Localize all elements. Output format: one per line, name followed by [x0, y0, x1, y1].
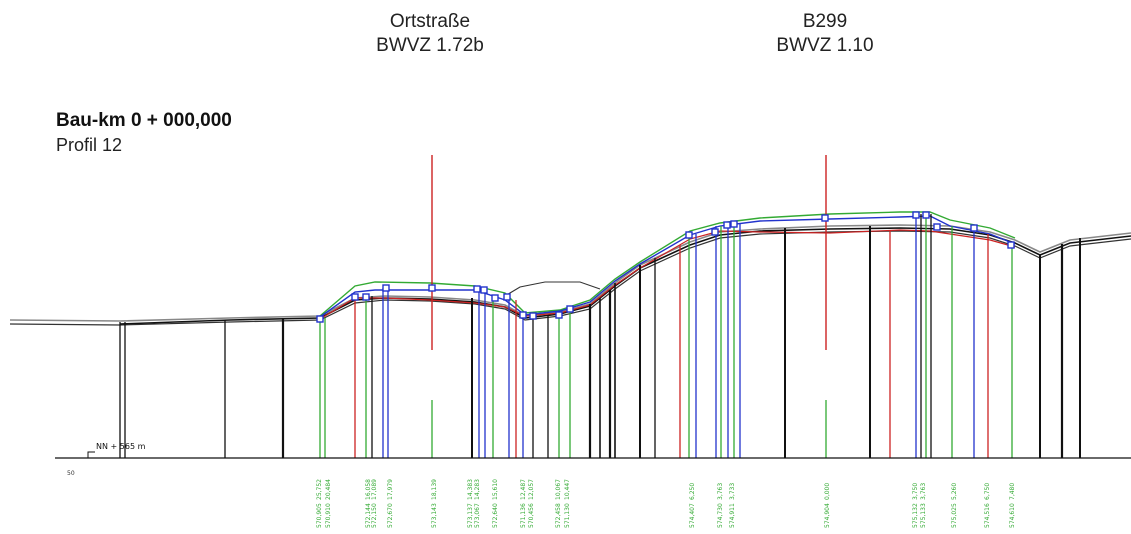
station-label-value-b: 570,910 — [325, 503, 332, 528]
station-label-value-b: 574,610 — [1009, 503, 1016, 528]
station-label-value-b: 573,137 — [467, 503, 474, 528]
station-label-value-a: 3,763 — [920, 483, 927, 500]
station-label-value-b: 573,067 — [474, 503, 481, 528]
point-marker — [821, 214, 829, 222]
station-label-value-b: 573,143 — [431, 503, 438, 528]
point-marker — [566, 305, 574, 313]
station-label-value-a: 14,283 — [474, 479, 481, 500]
point-marker — [428, 284, 436, 292]
scale-label: 50 — [67, 470, 75, 477]
datum-label: NN + 565 m — [96, 442, 146, 451]
point-marker — [912, 211, 920, 219]
point-marker — [555, 311, 563, 319]
profile-subtitle: Profil 12 — [56, 135, 123, 155]
point-marker — [529, 312, 537, 320]
header-ortstrasse: Ortstraße BWVZ 1.72b — [330, 10, 530, 58]
point-marker — [685, 231, 693, 239]
header-b299-name: B299 — [802, 11, 848, 32]
station-label-value-b: 572,458 — [555, 503, 562, 528]
point-marker — [933, 223, 941, 231]
station-label-value-a: 7,480 — [1009, 483, 1016, 500]
station-label-value-a: 10,067 — [555, 479, 562, 500]
station-label-value-b: 574,407 — [689, 503, 696, 528]
station-label-value-a: 3,750 — [912, 483, 919, 500]
station-label-value-b: 572,150 — [371, 503, 378, 528]
station-label-value-a: 25,752 — [316, 479, 323, 500]
header-ortstrasse-code: BWVZ 1.72b — [376, 35, 484, 56]
station-label-value-b: 574,911 — [729, 503, 736, 528]
point-marker — [473, 285, 481, 293]
profile-title: Bau-km 0 + 000,000 — [56, 110, 232, 131]
station-label-value-b: 570,456 — [528, 503, 535, 528]
station-label-value-a: 10,447 — [564, 479, 571, 500]
point-marker — [970, 224, 978, 232]
station-label-value-a: 17,089 — [371, 479, 378, 500]
point-marker — [730, 220, 738, 228]
header-ortstrasse-name: Ortstraße — [389, 11, 471, 32]
station-label-value-a: 20,484 — [325, 479, 332, 500]
station-label-value-b: 574,904 — [824, 503, 831, 528]
station-label-value-a: 6,250 — [689, 483, 696, 500]
point-marker — [351, 293, 359, 301]
header-b299-code: BWVZ 1.10 — [776, 35, 874, 56]
station-label-value-b: 571,130 — [564, 503, 571, 528]
header-b299: B299 BWVZ 1.10 — [725, 10, 925, 58]
station-label-value-b: 570,905 — [316, 503, 323, 528]
station-label-value-a: 15,610 — [492, 479, 499, 500]
station-label-value-a: 6,750 — [984, 483, 991, 500]
point-marker — [1007, 241, 1015, 249]
station-label-value-a: 12,487 — [520, 479, 527, 500]
station-label-value-b: 574,516 — [984, 503, 991, 528]
station-label-value-b: 575,025 — [951, 503, 958, 528]
station-label-value-a: 17,979 — [387, 479, 394, 500]
station-label-value-b: 571,136 — [520, 503, 527, 528]
station-label-value-a: 18,139 — [431, 479, 438, 500]
measurement-points — [316, 211, 1015, 323]
station-label-value-a: 5,260 — [951, 483, 958, 500]
station-label-value-b: 574,730 — [717, 503, 724, 528]
point-marker — [316, 315, 324, 323]
station-label-value-a: 3,763 — [717, 483, 724, 500]
station-label-value-a: 0,000 — [824, 483, 831, 500]
station-label-value-b: 575,132 — [912, 503, 919, 528]
point-marker — [491, 294, 499, 302]
station-label-value-a: 12,057 — [528, 479, 535, 500]
point-marker — [480, 286, 488, 294]
point-marker — [519, 311, 527, 319]
station-label-value-b: 572,670 — [387, 503, 394, 528]
station-label-value-b: 572,144 — [365, 503, 372, 528]
point-marker — [382, 284, 390, 292]
point-marker — [711, 228, 719, 236]
point-marker — [503, 293, 511, 301]
point-marker — [362, 293, 370, 301]
station-label-value-b: 575,133 — [920, 503, 927, 528]
point-marker — [723, 221, 731, 229]
station-label-value-a: 3,733 — [729, 483, 736, 500]
point-marker — [922, 211, 930, 219]
station-verticals — [119, 155, 1081, 458]
station-label-value-a: 16,058 — [365, 479, 372, 500]
datum-marker — [87, 451, 95, 458]
station-label-value-b: 572,640 — [492, 503, 499, 528]
station-label-value-a: 14,383 — [467, 479, 474, 500]
